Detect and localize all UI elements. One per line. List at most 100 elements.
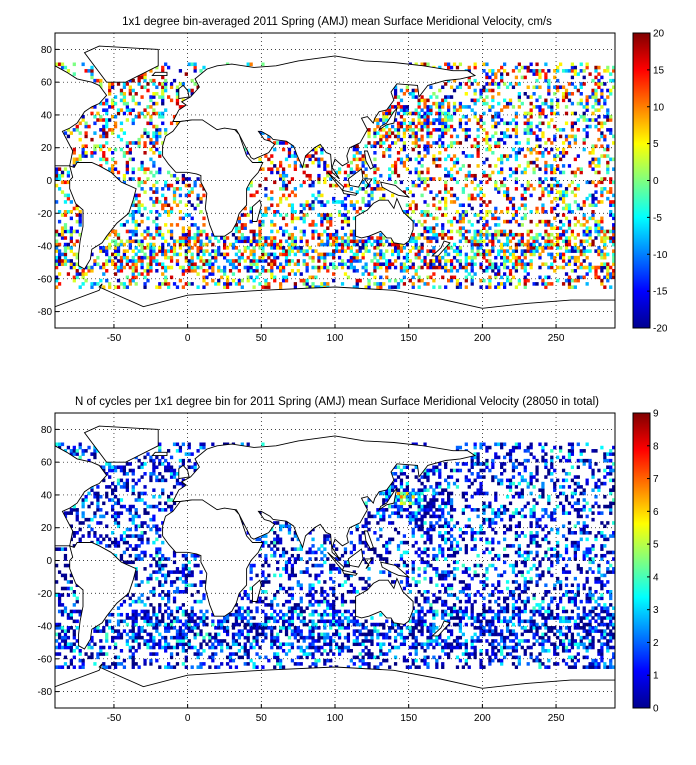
data-cell (362, 158, 365, 162)
data-cell (565, 272, 568, 276)
data-cell (606, 115, 609, 119)
data-cell (503, 82, 506, 86)
data-cell (117, 253, 120, 257)
data-cell (394, 249, 397, 253)
data-cell (527, 95, 530, 99)
data-cell (594, 626, 597, 630)
data-cell (258, 230, 261, 234)
data-cell (332, 236, 335, 240)
data-cell (474, 262, 477, 266)
data-cell (420, 138, 423, 142)
data-cell (140, 187, 143, 191)
data-cell (571, 249, 574, 253)
data-cell (61, 636, 64, 640)
data-cell (530, 102, 533, 106)
data-cell (397, 122, 400, 126)
data-cell (329, 262, 332, 266)
data-cell (370, 197, 373, 201)
data-cell (161, 102, 164, 106)
data-cell (506, 72, 509, 76)
data-cell (559, 639, 562, 643)
data-cell (359, 187, 362, 191)
data-cell (247, 652, 250, 656)
data-cell (559, 220, 562, 224)
data-cell (562, 259, 565, 263)
data-cell (491, 213, 494, 217)
data-cell (117, 620, 120, 624)
data-cell (544, 649, 547, 653)
data-cell (353, 207, 356, 211)
data-cell (170, 636, 173, 640)
data-cell (556, 197, 559, 201)
data-cell (232, 233, 235, 237)
data-cell (465, 266, 468, 270)
data-cell (512, 197, 515, 201)
data-cell (488, 148, 491, 152)
data-cell (132, 629, 135, 633)
data-cell (538, 95, 541, 99)
data-cell (326, 200, 329, 204)
data-cell (362, 659, 365, 663)
data-cell (527, 272, 530, 276)
data-cell (158, 285, 161, 289)
data-cell (208, 639, 211, 643)
data-cell (497, 269, 500, 273)
data-cell (532, 636, 535, 640)
data-cell (143, 108, 146, 112)
data-cell (282, 233, 285, 237)
data-cell (373, 253, 376, 257)
data-cell (450, 141, 453, 145)
data-cell (429, 230, 432, 234)
data-cell (79, 158, 82, 162)
data-cell (285, 652, 288, 656)
data-cell (99, 629, 102, 633)
data-cell (491, 135, 494, 139)
data-cell (199, 233, 202, 237)
data-cell (105, 135, 108, 139)
data-cell (574, 158, 577, 162)
data-cell (456, 269, 459, 273)
data-cell (105, 259, 108, 263)
data-cell (444, 118, 447, 122)
data-cell (155, 269, 158, 273)
data-cell (594, 220, 597, 224)
data-cell (588, 151, 591, 155)
data-cell (179, 194, 182, 198)
data-cell (84, 279, 87, 283)
data-cell (606, 639, 609, 643)
data-cell (362, 626, 365, 630)
data-cell (456, 108, 459, 112)
data-cell (155, 223, 158, 227)
data-cell (99, 652, 102, 656)
data-cell (102, 131, 105, 135)
data-cell (438, 135, 441, 139)
data-cell (235, 665, 238, 669)
data-cell (102, 249, 105, 253)
data-cell (426, 151, 429, 155)
data-cell (594, 92, 597, 96)
data-cell (152, 125, 155, 129)
data-cell (264, 636, 267, 640)
data-cell (247, 236, 250, 240)
data-cell (577, 266, 580, 270)
data-cell (117, 266, 120, 270)
data-cell (152, 174, 155, 178)
data-cell (217, 633, 220, 637)
data-cell (382, 194, 385, 198)
data-cell (415, 95, 418, 99)
data-cell (524, 266, 527, 270)
data-cell (102, 158, 105, 162)
data-cell (583, 69, 586, 73)
data-cell (149, 118, 152, 122)
data-cell (485, 135, 488, 139)
data-cell (391, 646, 394, 650)
data-cell (179, 187, 182, 191)
data-cell (394, 164, 397, 168)
data-cell (459, 266, 462, 270)
data-cell (285, 240, 288, 244)
data-cell (597, 629, 600, 633)
data-cell (535, 249, 538, 253)
data-cell (415, 253, 418, 257)
data-cell (170, 236, 173, 240)
data-cell (577, 89, 580, 93)
